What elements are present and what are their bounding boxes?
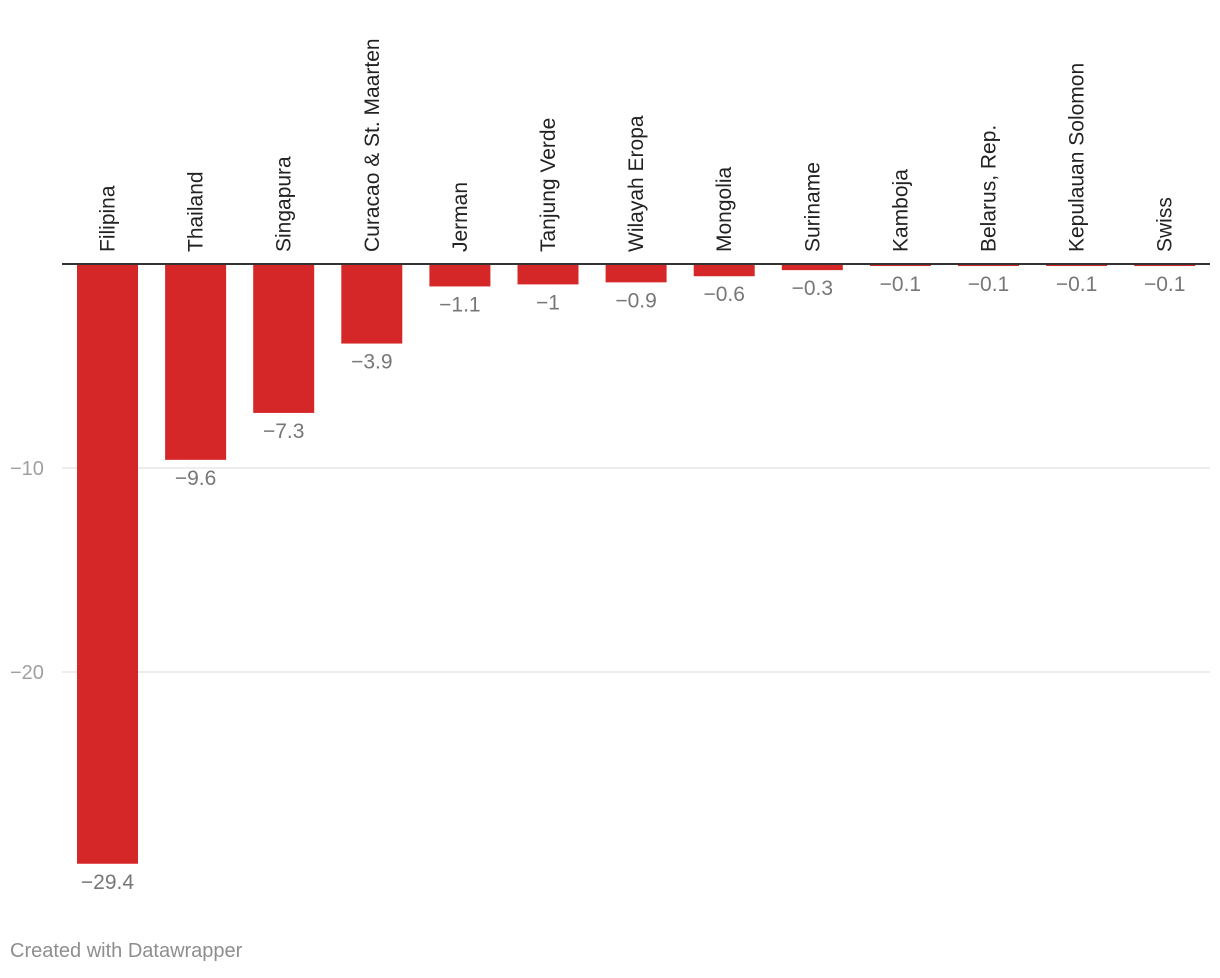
category-label: Singapura [273,156,296,252]
bar [77,264,138,864]
labels: −10 −20 Filipina −29.4 Thailand −9.6 Singapura… [10,38,1185,893]
value-label: −29.4 [81,871,134,894]
category-label: Thailand [185,171,208,252]
category-label: Curacao & St. Maarten [361,38,384,252]
bar [1046,264,1108,267]
bar [958,264,1019,267]
bar [869,264,931,267]
category-label: Suriname [801,162,824,252]
grid-lines [62,467,1210,673]
value-label: −9.6 [175,467,216,490]
category-label: Swiss [1154,197,1177,252]
bar [693,264,755,277]
bar [1134,264,1196,267]
category-label: Wilayah Eropa [625,115,648,252]
value-label: −0.1 [1056,273,1097,296]
bar [165,264,227,460]
y-tick-label: −10 [10,458,44,480]
value-label: −0.1 [880,273,921,296]
category-label: Tanjung Verde [537,118,560,252]
value-label: −3.9 [351,351,392,374]
category-label: Kepulauan Solomon [1066,63,1089,252]
value-label: −1 [536,291,560,314]
y-tick-label: −20 [10,662,44,684]
category-label: Mongolia [713,166,736,252]
value-label: −7.3 [263,420,304,443]
value-label: −0.6 [703,283,744,306]
bar [517,264,579,285]
bar-chart: −10 −20 Filipina −29.4 Thailand −9.6 Singapura… [10,38,1210,894]
bar [341,264,403,344]
bars [77,264,1196,864]
category-label: Filipina [97,185,120,252]
bar [781,264,843,271]
category-label: Kamboja [889,169,912,252]
bar [605,264,667,283]
bar [429,264,491,287]
value-label: −0.9 [615,289,656,312]
value-label: −0.1 [1144,273,1185,296]
value-label: −0.3 [792,277,833,300]
value-label: −1.1 [439,293,480,316]
bar [253,264,315,413]
credit-text: Created with Datawrapper [10,940,243,962]
category-label: Belarus, Rep. [978,125,1001,252]
value-label: −0.1 [968,273,1009,296]
category-label: Jerman [449,182,472,252]
